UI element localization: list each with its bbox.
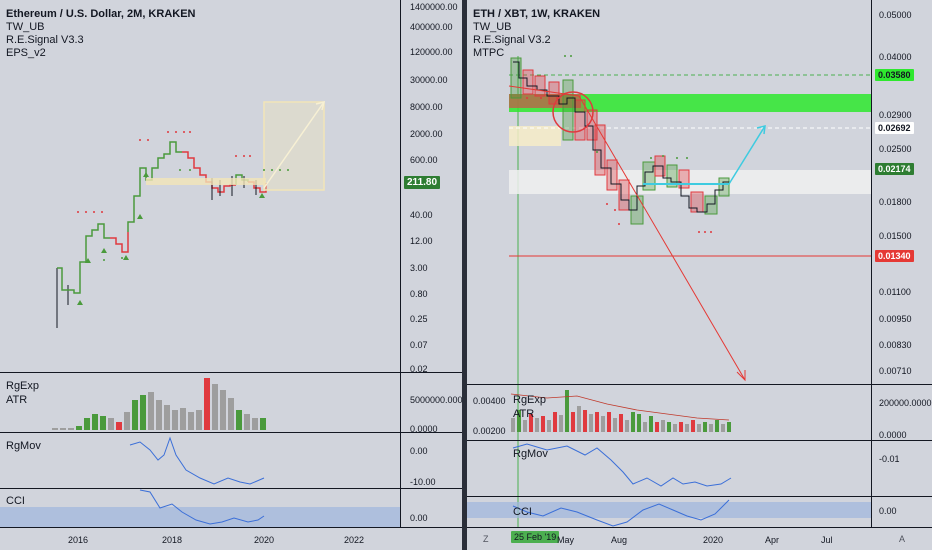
left-price-label: 8000.00 [410, 102, 443, 112]
right-atr-label: ATR [513, 408, 535, 420]
right-chart-panel[interactable]: ETH / XBT, 1W, KRAKEN TW_UB R.E.Signal V… [467, 0, 932, 550]
left-indicator-1[interactable]: TW_UB [6, 21, 45, 33]
left-price-label: 2000.00 [410, 129, 443, 139]
right-cci-label: CCI [513, 506, 532, 518]
left-time-label: 2022 [344, 535, 365, 545]
left-legend: Ethereum / U.S. Dollar, 2M, KRAKEN TW_UB… [6, 8, 195, 60]
left-current-price-tag: 211.80 [404, 176, 441, 189]
right-rgexp-axis-label: 0.0000 [879, 430, 907, 440]
right-price-label: 0.02900 [879, 110, 912, 120]
right-current-price-tag: 0.02174 [875, 163, 914, 175]
right-time-label: 2020 [703, 535, 724, 545]
right-time-label: Apr [765, 535, 780, 545]
right-rgexp-label: RgExp [513, 394, 547, 406]
right-legend: ETH / XBT, 1W, KRAKEN TW_UB R.E.Signal V… [473, 8, 600, 60]
zoom-reset-button[interactable]: Z [483, 534, 489, 544]
left-price-label: 12.00 [410, 236, 433, 246]
left-price-label: 120000.00 [410, 47, 453, 57]
left-price-label: 0.02 [410, 364, 428, 374]
left-time-label: 2018 [162, 535, 183, 545]
right-level-tag-white: 0.02692 [875, 122, 914, 134]
left-main-chart [0, 100, 400, 527]
left-price-axis-line [400, 0, 401, 527]
left-pane-separator-1[interactable] [0, 372, 462, 373]
left-time-axis-line [0, 527, 462, 528]
right-time-axis-line [467, 527, 932, 528]
left-price-label: 0.25 [410, 314, 428, 324]
right-rgmov-axis-label: -0.01 [879, 454, 900, 464]
left-cci-label: CCI [6, 495, 25, 507]
left-rgmov-axis-label: -10.00 [410, 477, 436, 487]
left-time-label: 2016 [68, 535, 89, 545]
left-rgmov-axis-label: 0.00 [410, 446, 428, 456]
left-rgexp-axis-label: 0.0000 [410, 424, 438, 434]
left-price-label: 0.07 [410, 340, 428, 350]
left-rgexp-axis-label: 5000000.0000 [410, 395, 462, 405]
left-indicator-2[interactable]: R.E.Signal V3.3 [6, 34, 84, 46]
right-indicator-2[interactable]: R.E.Signal V3.2 [473, 34, 551, 46]
right-time-label: Aug [611, 535, 628, 545]
right-time-label: Jul [821, 535, 833, 545]
left-indicator-3[interactable]: EPS_v2 [6, 47, 46, 59]
right-price-label: 0.01500 [879, 231, 912, 241]
left-price-label: 600.00 [410, 155, 438, 165]
right-main-chart [467, 55, 871, 527]
right-price-label: 0.01100 [879, 287, 911, 297]
right-rgexp-left-axis-label: 0.00200 [473, 426, 506, 436]
right-price-label: 0.02500 [879, 144, 912, 154]
left-time-label: 2020 [254, 535, 275, 545]
left-price-label: 30000.00 [410, 75, 448, 85]
right-pane-separator-3[interactable] [467, 496, 932, 497]
right-rgmov-label: RgMov [513, 448, 548, 460]
right-rgexp-axis-label: 200000.0000 [879, 398, 932, 408]
right-pane-separator-1[interactable] [467, 384, 932, 385]
right-cci-axis-label: 0.00 [879, 506, 897, 516]
right-price-label: 0.00830 [879, 340, 912, 350]
left-price-label: 1400000.00 [410, 2, 458, 12]
left-rgexp-label: RgExp [6, 380, 40, 392]
right-indicator-1[interactable]: TW_UB [473, 21, 512, 33]
left-price-label: 40.00 [410, 210, 433, 220]
left-pane-separator-3[interactable] [0, 488, 462, 489]
right-price-label: 0.04000 [879, 52, 912, 62]
left-symbol-title[interactable]: Ethereum / U.S. Dollar, 2M, KRAKEN [6, 8, 196, 20]
left-pane-separator-2[interactable] [0, 432, 462, 433]
right-level-tag-red: 0.01340 [875, 250, 914, 262]
left-price-label: 0.80 [410, 289, 428, 299]
auto-scale-button[interactable]: A [899, 534, 906, 544]
right-pane-separator-2[interactable] [467, 440, 932, 441]
right-price-label: 0.00950 [879, 314, 912, 324]
left-cci-axis-label: 0.00 [410, 513, 428, 523]
left-chart-panel[interactable]: Ethereum / U.S. Dollar, 2M, KRAKEN TW_UB… [0, 0, 462, 550]
left-rgmov-label: RgMov [6, 440, 41, 452]
right-level-tag-green: 0.03580 [875, 69, 914, 81]
right-price-label: 0.00710 [879, 366, 912, 376]
left-price-label: 3.00 [410, 263, 428, 273]
right-price-axis-line [871, 0, 872, 527]
right-price-label: 0.05000 [879, 10, 912, 20]
right-price-label: 0.01800 [879, 197, 912, 207]
left-atr-label: ATR [6, 394, 28, 406]
right-symbol-title[interactable]: ETH / XBT, 1W, KRAKEN [473, 8, 601, 20]
right-time-label: May [557, 535, 575, 545]
left-price-label: 400000.00 [410, 22, 453, 32]
right-indicator-3[interactable]: MTPC [473, 47, 505, 59]
right-rgexp-left-axis-label: 0.00400 [473, 396, 506, 406]
right-date-cursor-label: 25 Feb '19 [511, 531, 560, 543]
